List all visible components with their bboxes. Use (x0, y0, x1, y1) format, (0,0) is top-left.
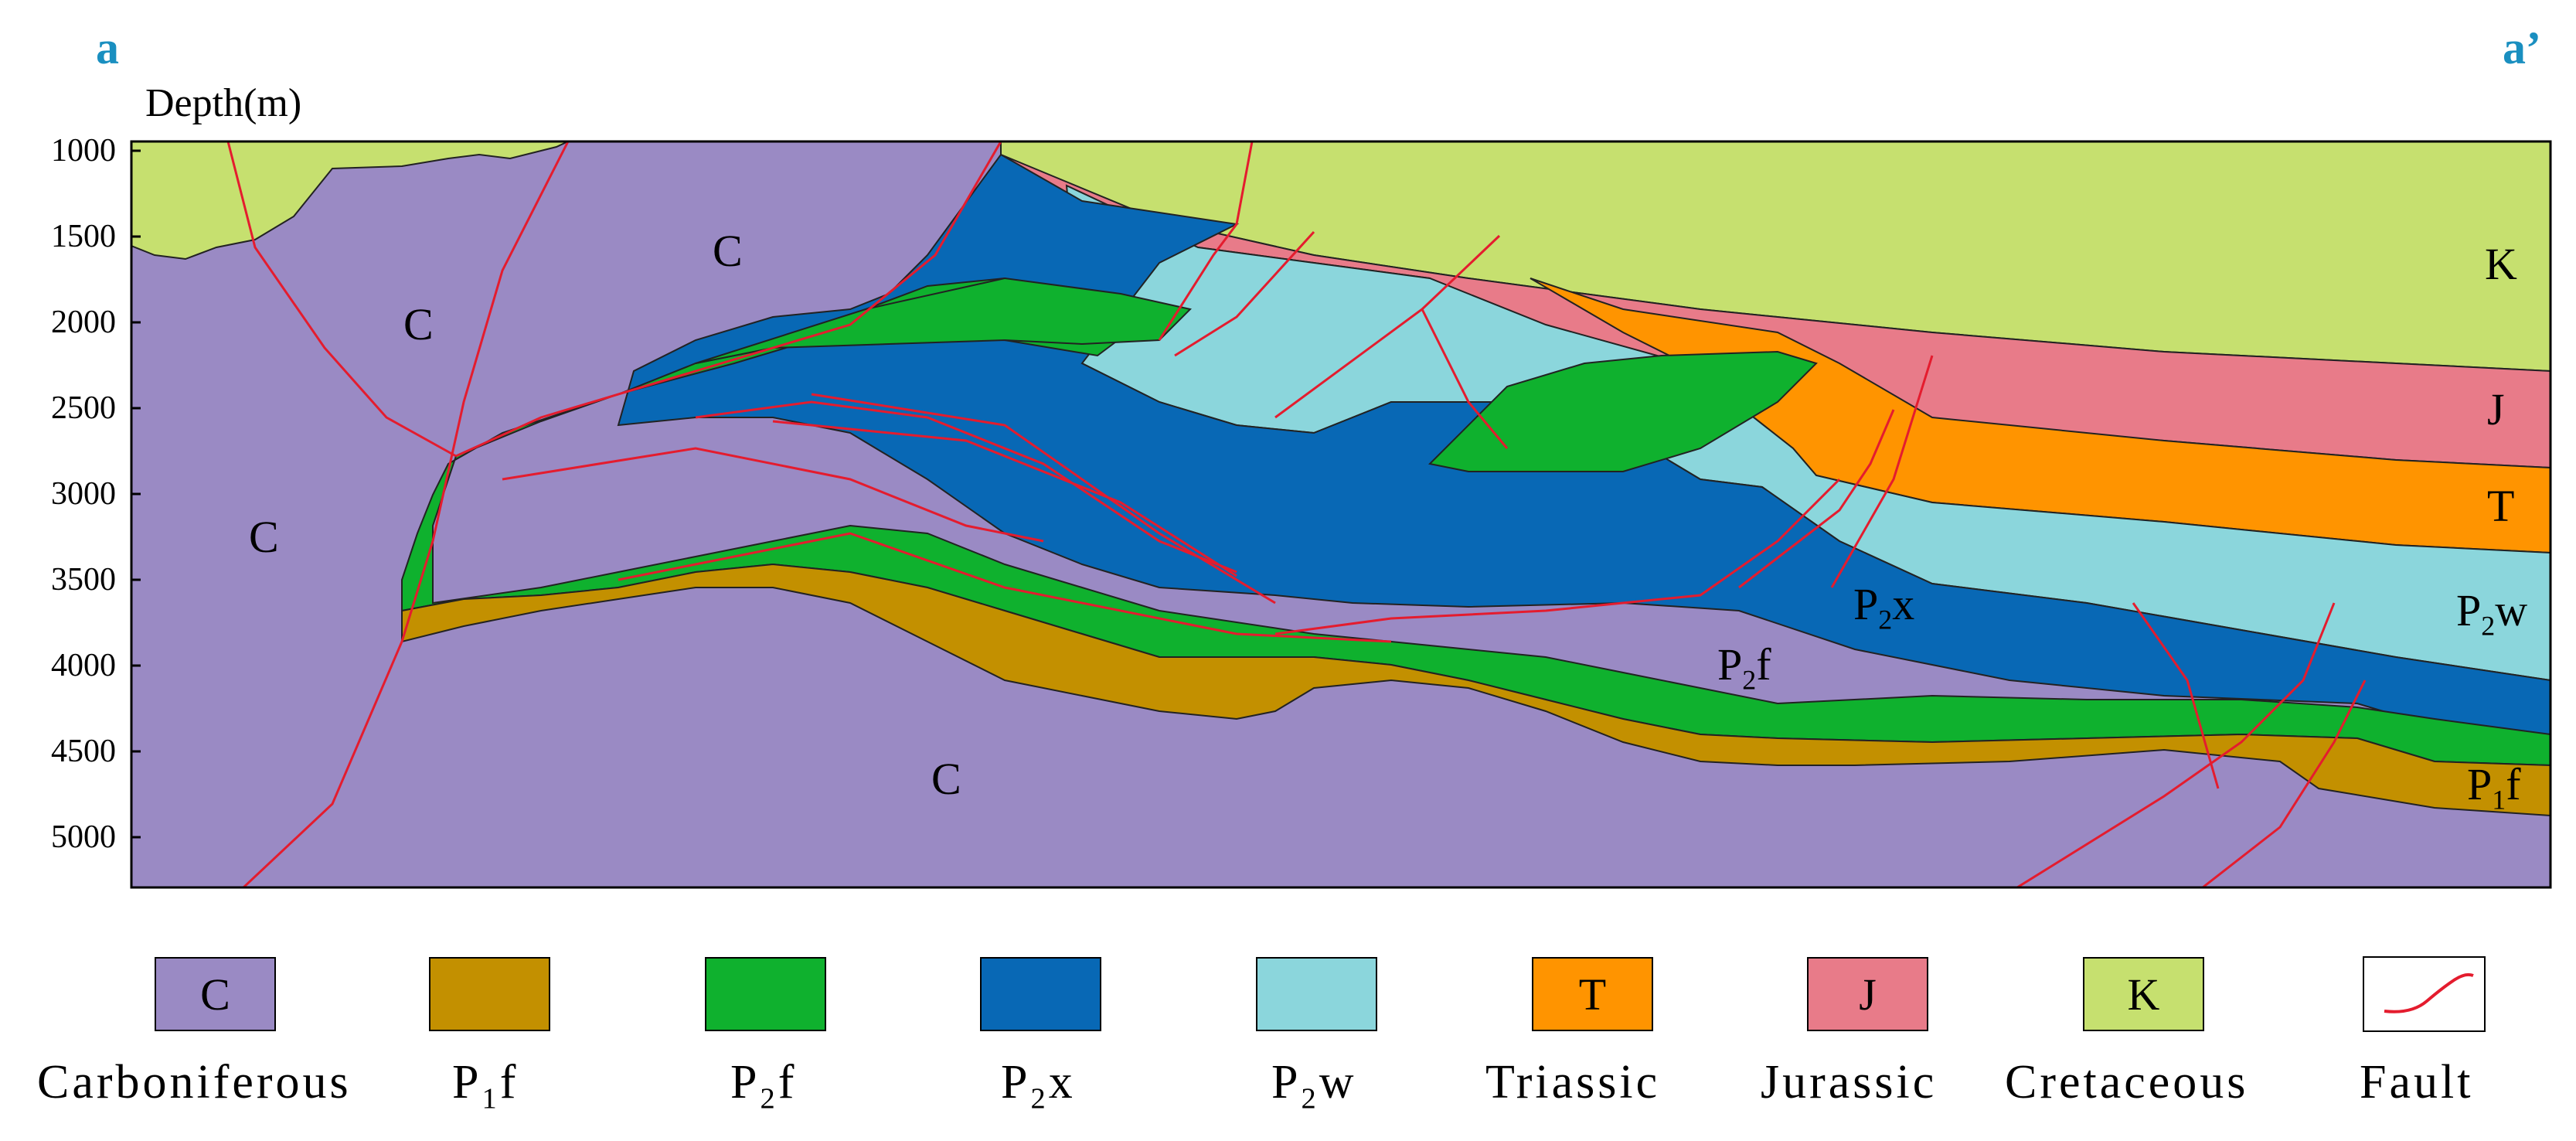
legend-label-p2f: P2f (730, 1056, 798, 1115)
unit-label-t: T (2487, 481, 2515, 531)
legend-swatch-p2w (1256, 957, 1377, 1031)
axis-ticks (131, 149, 141, 839)
unit-p1f-area (401, 563, 2550, 817)
unit-label-k: K (2485, 239, 2517, 289)
legend-swatch-p2f (705, 957, 826, 1031)
unit-label-c: C (931, 754, 961, 804)
unit-p2f-upper-area (695, 277, 1192, 364)
legend-fault-swatch (2363, 956, 2486, 1032)
unit-p2f-bulge-area (1428, 350, 1818, 472)
legend-label-p2x: P2x (1001, 1056, 1076, 1115)
legend-swatch-c: C (155, 957, 276, 1031)
unit-label-c: C (249, 512, 279, 562)
legend-swatch-p1f (429, 957, 550, 1031)
section-frame (130, 140, 2552, 889)
legend-label-carboniferous: Carboniferous (37, 1056, 352, 1109)
unit-label-p2w: P2w (2456, 585, 2528, 642)
legend-swatch-k: K (2083, 957, 2204, 1031)
unit-label-c: C (403, 299, 434, 349)
depth-tick: 1500 (51, 219, 116, 254)
unit-k-area (131, 141, 569, 261)
depth-tick: 4000 (51, 648, 116, 683)
unit-label-j: J (2487, 384, 2505, 434)
legend-label-triassic: Triassic (1485, 1056, 1661, 1109)
section-end-label: a’ (2503, 22, 2541, 73)
unit-label-p2x: P2x (1853, 579, 1915, 635)
depth-axis-title: Depth(m) (145, 81, 302, 125)
depth-tick: 5000 (51, 819, 116, 855)
depth-tick: 3500 (51, 562, 116, 598)
legend-swatch-p2x (980, 957, 1101, 1031)
unit-label-c: C (713, 226, 743, 276)
legend-swatch-t: T (1532, 957, 1653, 1031)
legend-label-jurassic: Jurassic (1761, 1056, 1938, 1109)
depth-tick: 3000 (51, 476, 116, 512)
section-start-label: a (96, 22, 119, 73)
unit-label-p1f: P1f (2467, 759, 2521, 816)
legend-label-p2w: P2w (1271, 1056, 1357, 1115)
depth-tick: 4500 (51, 734, 116, 769)
depth-tick: 2500 (51, 390, 116, 426)
legend-label-cretaceous: Cretaceous (2005, 1056, 2249, 1109)
legend-label-fault: Fault (2360, 1056, 2474, 1109)
legend-swatch-j: J (1807, 957, 1928, 1031)
unit-label-p2f: P2f (1717, 639, 1771, 696)
depth-tick: 1000 (51, 133, 116, 169)
legend-label-p1f: P1f (452, 1056, 519, 1115)
depth-tick: 2000 (51, 305, 116, 340)
fault-lines (226, 141, 2367, 887)
